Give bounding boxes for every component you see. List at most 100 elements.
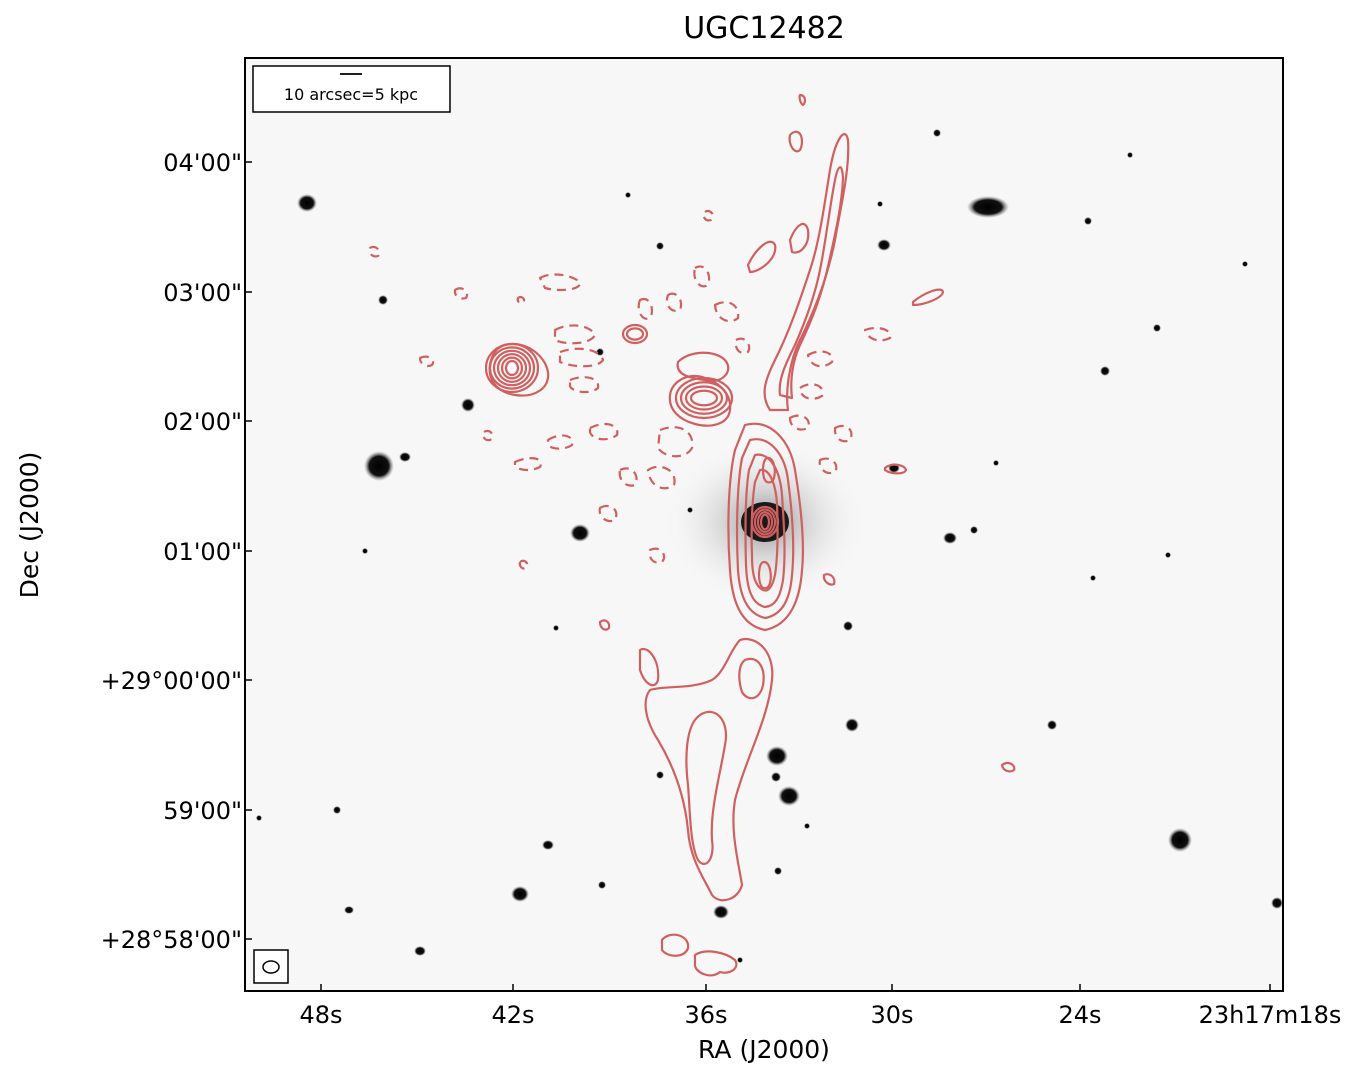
y-tick-label: 03'00" bbox=[163, 279, 242, 307]
star bbox=[1271, 897, 1283, 909]
radio-contour bbox=[621, 323, 649, 345]
star bbox=[933, 129, 941, 137]
beam-indicator bbox=[253, 949, 289, 984]
star bbox=[771, 772, 781, 782]
negative-contour bbox=[637, 297, 654, 320]
star bbox=[570, 524, 590, 542]
x-tick-label: 23h17m18s bbox=[1199, 1001, 1342, 1029]
negative-contour bbox=[598, 504, 618, 523]
star bbox=[625, 192, 631, 198]
star bbox=[687, 507, 693, 513]
radio-contour bbox=[504, 359, 520, 377]
star bbox=[1047, 720, 1057, 730]
star bbox=[553, 625, 559, 631]
x-axis-label: RA (J2000) bbox=[698, 1035, 830, 1064]
x-tick-label: 42s bbox=[491, 1001, 534, 1029]
negative-contour bbox=[863, 326, 892, 342]
radio-contour bbox=[798, 93, 807, 107]
negative-contour bbox=[568, 376, 600, 394]
radio-contour bbox=[679, 381, 729, 415]
x-axis: 48s 42s 36s 30s 24s 23h17m18s bbox=[299, 984, 1341, 1029]
star bbox=[378, 295, 388, 305]
star bbox=[737, 957, 743, 963]
star bbox=[1100, 366, 1110, 376]
y-tick-label: 04'00" bbox=[163, 149, 242, 177]
star bbox=[774, 867, 782, 875]
y-tick-label: 01'00" bbox=[163, 538, 242, 566]
radio-contour bbox=[492, 349, 532, 387]
negative-contour bbox=[798, 383, 824, 400]
radio-contour bbox=[822, 573, 836, 586]
negative-contour bbox=[665, 292, 683, 313]
negative-contour bbox=[734, 337, 751, 355]
star bbox=[713, 905, 729, 919]
radio-contour bbox=[763, 133, 850, 412]
star bbox=[804, 823, 810, 829]
radio-contour bbox=[488, 342, 550, 397]
star bbox=[1090, 575, 1096, 581]
star bbox=[511, 886, 529, 902]
radio-contour bbox=[693, 950, 738, 977]
radio-contour bbox=[735, 438, 795, 620]
radio-contour bbox=[744, 453, 786, 609]
radio-contour bbox=[674, 376, 734, 420]
negative-contour bbox=[558, 347, 605, 368]
star bbox=[766, 746, 788, 766]
radio-contour bbox=[496, 353, 528, 383]
stars-layer bbox=[256, 129, 1283, 963]
radio-contour bbox=[746, 240, 777, 274]
negative-contour bbox=[418, 355, 435, 368]
radio-contour bbox=[638, 647, 660, 687]
radio-contour bbox=[689, 389, 719, 407]
negative-contour bbox=[482, 429, 494, 442]
star bbox=[993, 460, 999, 466]
radio-contour bbox=[753, 508, 777, 536]
radio-contour bbox=[757, 560, 772, 590]
y-tick-label: +28°58'00" bbox=[101, 926, 242, 954]
y-tick-label: 59'00" bbox=[163, 797, 242, 825]
radio-contour bbox=[727, 422, 804, 632]
radio-contour bbox=[788, 130, 804, 153]
star bbox=[877, 239, 891, 251]
negative-contour bbox=[646, 465, 676, 490]
star bbox=[778, 786, 800, 806]
radio-contour bbox=[644, 637, 774, 902]
negative-contour bbox=[693, 265, 711, 288]
x-tick-label: 36s bbox=[684, 1001, 727, 1029]
radio-contour bbox=[668, 374, 732, 427]
star bbox=[399, 452, 411, 462]
star bbox=[1084, 217, 1092, 225]
negative-contour bbox=[516, 295, 526, 305]
negative-contour bbox=[453, 287, 469, 300]
star bbox=[414, 946, 426, 956]
star bbox=[461, 398, 475, 412]
radio-contour bbox=[1000, 761, 1016, 773]
radio-contour bbox=[761, 456, 776, 484]
star bbox=[970, 526, 978, 534]
star bbox=[256, 815, 262, 821]
star bbox=[297, 194, 317, 212]
negative-contour bbox=[806, 350, 834, 368]
star bbox=[596, 348, 604, 356]
negative-contour bbox=[713, 301, 740, 323]
star bbox=[344, 906, 354, 914]
negative-contour bbox=[368, 245, 381, 258]
x-tick-label: 30s bbox=[870, 1001, 913, 1029]
star bbox=[1242, 261, 1248, 267]
negative-contour bbox=[648, 547, 666, 564]
negative-contour bbox=[518, 559, 529, 570]
radio-contour bbox=[911, 288, 945, 307]
star bbox=[1165, 552, 1171, 558]
chart-title: UGC12482 bbox=[683, 11, 845, 46]
star bbox=[542, 840, 554, 850]
star bbox=[333, 806, 341, 814]
y-axis: 04'00" 03'00" 02'00" 01'00" +29°00'00" 59'00"… bbox=[101, 149, 252, 954]
radio-contour bbox=[756, 510, 774, 533]
star bbox=[943, 532, 957, 544]
star bbox=[362, 548, 368, 554]
star bbox=[845, 718, 859, 732]
negative-contour bbox=[546, 434, 574, 450]
star bbox=[656, 771, 664, 779]
negative-contour bbox=[618, 467, 638, 487]
